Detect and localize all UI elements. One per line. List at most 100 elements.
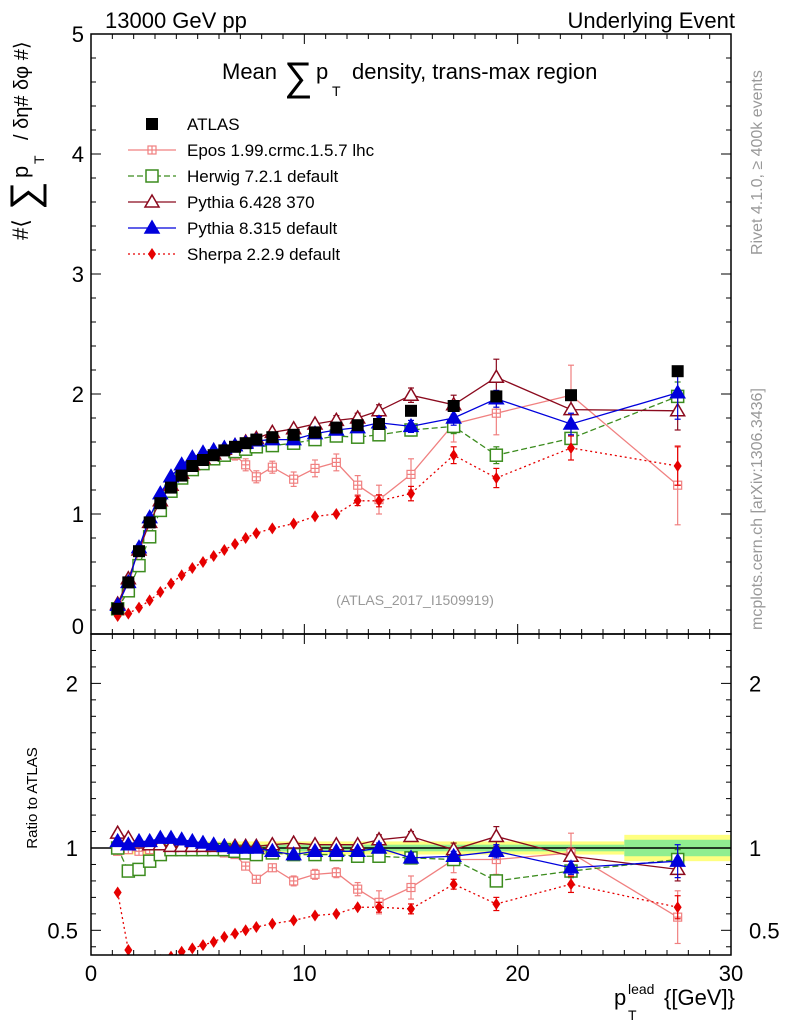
main-point-sherpa-8 <box>199 556 207 568</box>
xlabel-sup: lead <box>628 981 654 997</box>
main-point-atlas-13 <box>250 433 263 446</box>
main-point-herwig-22 <box>489 448 504 462</box>
main-point-sherpa-22 <box>492 472 501 484</box>
main-point-sherpa-5 <box>167 577 175 590</box>
main-point-atlas-2 <box>133 545 145 558</box>
main-ylabel: #⟨ ∑ p T / δη# δφ #⟩ <box>3 41 47 240</box>
legend-label-herwig: Herwig 7.2.1 default <box>187 167 338 186</box>
ratio-point-sherpa-5 <box>168 950 174 955</box>
ratio-point-sherpa-13 <box>252 921 261 934</box>
main-point-sherpa-19 <box>375 494 383 507</box>
main-point-sherpa-11 <box>231 538 239 550</box>
ratio-point-epos-17 <box>331 868 341 878</box>
ratio-point-sherpa-15 <box>289 914 298 927</box>
ratio-ytick-label-left-2: 2 <box>66 671 78 696</box>
ratio-point-pythia8-10 <box>216 837 233 853</box>
ratio-point-sherpa-21 <box>449 878 458 891</box>
main-point-atlas-8 <box>197 454 209 466</box>
ratio-line-epos <box>117 847 679 918</box>
main-point-epos-13 <box>251 472 261 482</box>
xlabel-unit: {[GeV]} <box>664 985 735 1010</box>
x-axis-label: p lead T {[GeV]} <box>614 981 735 1023</box>
ratio-point-sherpa-8 <box>199 939 207 952</box>
main-point-sherpa-4 <box>156 586 165 598</box>
main-point-atlas-9 <box>207 449 220 462</box>
main-ylabel-p: p <box>8 166 33 178</box>
main-point-atlas-19 <box>373 418 385 430</box>
ratio-point-pythia8-5 <box>162 829 180 844</box>
main-ytick-label-5: 5 <box>72 22 84 47</box>
main-series-epos <box>113 364 683 615</box>
main-line-pythia6 <box>117 376 678 605</box>
main-point-epos-14 <box>267 462 277 472</box>
main-ylabel-sub: T <box>31 155 47 164</box>
main-point-sherpa-7 <box>188 562 197 574</box>
ratio-point-pythia8-8 <box>194 834 212 849</box>
ratio-point-sherpa-1 <box>124 944 133 955</box>
xtick-label-2: 20 <box>505 961 529 986</box>
ratio-series-sherpa <box>113 875 682 969</box>
legend-marker-pythia6 <box>143 193 161 208</box>
main-point-atlas-4 <box>154 497 167 510</box>
main-title-post: density, trans-max region <box>352 59 597 84</box>
ratio-point-epos-13 <box>251 874 261 884</box>
main-title-sub: T <box>332 83 341 99</box>
main-point-epos-20 <box>406 469 416 479</box>
legend-item-pythia6: Pythia 6.428 370 <box>128 193 315 212</box>
ratio-line-sherpa <box>117 883 678 955</box>
main-title-pre: Mean <box>222 59 277 84</box>
main-title: Mean ∑ p T density, trans-max region <box>222 55 597 99</box>
ratio-point-sherpa-18 <box>353 901 362 914</box>
header-left: 13000 GeV pp <box>105 8 247 33</box>
legend-marker-herwig <box>145 169 159 183</box>
analysis-watermark: (ATLAS_2017_I1509919) <box>336 592 494 608</box>
legend-item-herwig: Herwig 7.2.1 default <box>128 167 338 186</box>
ratio-point-pythia8-16 <box>306 842 324 858</box>
main-point-sherpa-6 <box>177 569 186 582</box>
main-series-atlas <box>111 365 684 615</box>
xtick-label-1: 10 <box>292 961 316 986</box>
legend-item-sherpa: Sherpa 2.2.9 default <box>128 245 340 264</box>
main-ylabel-pre: #⟨ <box>8 219 33 240</box>
xtick-label-0: 0 <box>85 961 97 986</box>
ratio-point-pythia8-11 <box>226 839 244 854</box>
ratio-point-pythia8-9 <box>205 836 222 851</box>
legend-label-epos: Epos 1.99.crmc.1.5.7 lhc <box>187 141 375 160</box>
main-point-atlas-6 <box>175 469 188 482</box>
main-point-sherpa-12 <box>241 532 250 544</box>
ratio-point-sherpa-3 <box>146 957 154 969</box>
main-point-atlas-7 <box>186 460 199 472</box>
legend-label-pythia8: Pythia 8.315 default <box>187 219 338 238</box>
main-point-sherpa-13 <box>252 527 261 540</box>
ratio-point-epos-18 <box>353 884 363 894</box>
ratio-point-sherpa-12 <box>241 924 250 937</box>
main-point-atlas-12 <box>239 437 252 450</box>
ratio-point-sherpa-9 <box>209 935 218 948</box>
legend-label-pythia6: Pythia 6.428 370 <box>187 193 315 212</box>
main-series-pythia8 <box>109 365 686 611</box>
ratio-point-sherpa-23 <box>567 878 575 891</box>
ratio-plot-area <box>109 824 686 969</box>
ratio-point-pythia6-20 <box>402 827 420 843</box>
ratio-point-pythia8-13 <box>248 839 265 854</box>
ratio-point-herwig-2 <box>132 862 146 877</box>
ratio-ytick-label-right-2: 2 <box>749 671 761 696</box>
ratio-point-pythia8-24 <box>669 852 686 867</box>
main-point-atlas-16 <box>309 426 321 439</box>
main-point-sherpa-24 <box>673 460 682 472</box>
ratio-point-sherpa-0 <box>113 886 122 899</box>
main-point-epos-12 <box>241 460 251 470</box>
ratio-point-pythia8-19 <box>370 839 388 854</box>
ratio-point-pythia8-14 <box>264 842 281 858</box>
main-line-sherpa <box>117 447 678 617</box>
main-point-atlas-18 <box>351 419 364 432</box>
main-point-herwig-19 <box>372 428 386 442</box>
ratio-ytick-label-left-0: 0.5 <box>47 918 78 943</box>
ratio-ylabel: Ratio to ATLAS <box>24 747 41 848</box>
mcplots-label: mcplots.cern.ch [arXiv:1306.3436] <box>749 388 766 630</box>
main-point-pythia8-20 <box>402 417 420 433</box>
main-point-epos-18 <box>353 480 363 490</box>
ratio-point-pythia8-2 <box>130 832 148 848</box>
main-point-atlas-0 <box>111 602 124 615</box>
ratio-point-pythia8-7 <box>184 832 201 848</box>
